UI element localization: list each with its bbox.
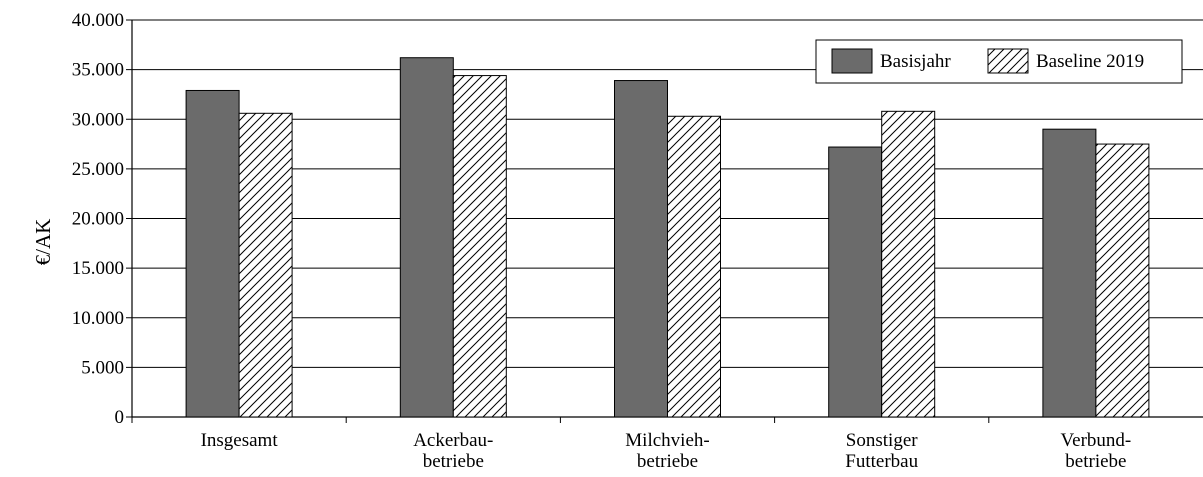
bar-basisjahr	[828, 146, 883, 418]
x-tick-label: betriebe	[1065, 451, 1126, 472]
bar-baseline-2019	[881, 110, 936, 418]
x-tick-label: betriebe	[423, 451, 484, 472]
bar-baseline-2019	[452, 75, 507, 418]
x-tick-label: betriebe	[637, 451, 698, 472]
bars	[185, 57, 1150, 418]
y-tick-label: 30.000	[72, 109, 124, 130]
bar-baseline-2019	[1095, 143, 1150, 418]
legend-swatch-basisjahr	[831, 48, 873, 74]
legend-label: Baseline 2019	[1036, 51, 1144, 72]
x-tick-label: Verbund-	[1061, 430, 1132, 451]
y-tick-label: 25.000	[72, 159, 124, 180]
x-tick-label: Milchvieh-	[625, 430, 709, 451]
legend: Basisjahr Baseline 2019	[815, 39, 1183, 84]
bar-basisjahr	[614, 80, 668, 418]
bar-basisjahr	[185, 89, 240, 418]
y-tick-label: 35.000	[72, 60, 124, 81]
x-tick-label: Futterbau	[845, 451, 918, 472]
legend-label: Basisjahr	[880, 51, 951, 72]
y-tick-label: 0	[115, 407, 125, 428]
y-axis-label: €/AK	[31, 219, 55, 266]
y-tick-label: 20.000	[72, 209, 124, 230]
bar-baseline-2019	[667, 115, 721, 418]
y-tick-label: 10.000	[72, 308, 124, 329]
tick-labels: 0 5.000 10.000 15.000 20.000 25.000 30.000 35.0…	[72, 10, 1132, 472]
y-tick-label: 40.000	[72, 10, 124, 31]
x-tick-label: Sonstiger	[846, 430, 918, 451]
y-tick-label: 15.000	[72, 258, 124, 279]
bar-basisjahr	[1042, 128, 1097, 418]
bar-baseline-2019	[238, 112, 293, 418]
x-tick-label: Insgesamt	[201, 430, 279, 451]
legend-swatch-baseline-2019	[987, 48, 1029, 74]
x-tick-label: Ackerbau-	[413, 430, 493, 451]
bar-basisjahr	[399, 57, 454, 418]
y-tick-label: 5.000	[81, 357, 124, 378]
